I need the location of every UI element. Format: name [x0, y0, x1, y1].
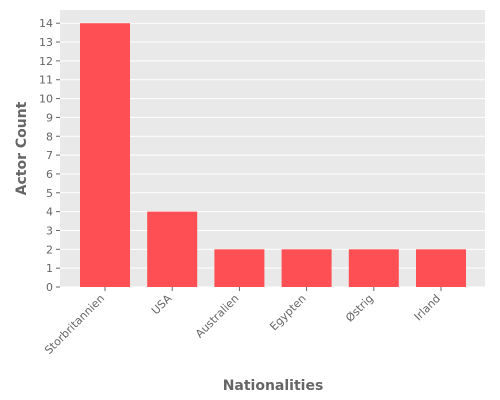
x-tick-label: Østrig — [343, 292, 376, 325]
bar-egypten — [281, 249, 332, 287]
gridlines — [60, 22, 485, 288]
y-tick-label: 1 — [46, 262, 53, 275]
bars — [80, 23, 466, 287]
y-tick-label: 8 — [46, 130, 53, 143]
bar-storbritannien — [80, 23, 130, 287]
y-tick-label: 5 — [46, 187, 53, 200]
x-tick-label: Storbritannien — [42, 292, 107, 357]
y-tick-label: 6 — [46, 168, 53, 181]
bar-irland — [416, 249, 466, 287]
y-tick-label: 14 — [39, 17, 53, 30]
y-tick-label: 4 — [46, 206, 53, 219]
y-tick-label: 0 — [46, 281, 53, 294]
y-tick-label: 9 — [46, 111, 53, 124]
y-tick-label: 7 — [46, 149, 53, 162]
x-tick-label: Australien — [193, 292, 242, 341]
x-axis-ticks: Storbritannien USA Australien Egypten Østrig… — [42, 287, 443, 357]
x-tick-label: USA — [149, 292, 175, 318]
y-tick-label: 10 — [39, 93, 53, 106]
y-tick-label: 13 — [39, 36, 53, 49]
x-axis-title: Nationalities — [223, 378, 324, 394]
bar-usa — [147, 211, 198, 287]
x-tick-label: Egypten — [267, 292, 308, 333]
bar-østrig — [348, 249, 399, 287]
y-tick-label: 12 — [39, 55, 53, 68]
plot-area — [60, 10, 485, 287]
x-tick-label: Irland — [412, 292, 443, 323]
y-axis-title: Actor Count — [14, 101, 30, 195]
y-tick-label: 2 — [46, 243, 53, 256]
y-tick-label: 11 — [39, 74, 53, 87]
bar-australien — [214, 249, 265, 287]
y-tick-label: 3 — [46, 224, 53, 237]
